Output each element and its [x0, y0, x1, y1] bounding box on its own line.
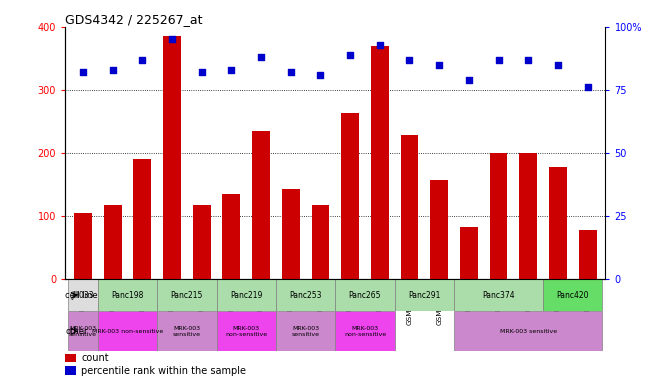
Point — [374, 41, 385, 48]
Bar — [335, 311, 395, 351]
Bar — [460, 227, 478, 279]
Text: count: count — [81, 353, 109, 363]
Bar — [68, 311, 98, 351]
Text: cell line: cell line — [65, 291, 98, 300]
Bar — [163, 36, 181, 279]
Point — [77, 69, 88, 75]
Bar — [193, 205, 210, 279]
Point — [493, 56, 504, 63]
Point — [286, 69, 296, 75]
Point — [434, 62, 445, 68]
Text: Panc374: Panc374 — [482, 291, 515, 300]
Point — [256, 54, 266, 60]
Bar — [74, 213, 92, 279]
Bar — [341, 113, 359, 279]
Text: MRK-003
non-sensitive: MRK-003 non-sensitive — [344, 326, 386, 337]
Text: Panc420: Panc420 — [557, 291, 589, 300]
Bar — [490, 153, 508, 279]
Bar — [282, 189, 299, 279]
Bar — [65, 366, 76, 375]
Text: JH033: JH033 — [72, 291, 94, 300]
Point — [167, 36, 177, 43]
Bar — [579, 230, 596, 279]
Bar — [276, 279, 335, 311]
Bar — [217, 279, 276, 311]
Bar — [312, 205, 329, 279]
Point — [583, 84, 593, 91]
Text: Panc253: Panc253 — [289, 291, 322, 300]
Point — [107, 67, 118, 73]
Text: MRK-003
sensitive: MRK-003 sensitive — [69, 326, 97, 337]
Bar — [133, 159, 151, 279]
Bar — [430, 180, 448, 279]
Bar — [400, 135, 419, 279]
Bar — [217, 311, 276, 351]
Bar — [549, 167, 567, 279]
Text: MRK-003 non-sensitive: MRK-003 non-sensitive — [92, 329, 163, 334]
Point — [553, 62, 563, 68]
Bar — [104, 205, 122, 279]
Point — [523, 56, 533, 63]
Bar — [371, 46, 389, 279]
Text: Panc265: Panc265 — [349, 291, 381, 300]
Text: MRK-003 sensitive: MRK-003 sensitive — [500, 329, 557, 334]
Bar — [395, 279, 454, 311]
Text: Panc291: Panc291 — [408, 291, 441, 300]
Point — [315, 72, 326, 78]
Point — [404, 56, 415, 63]
Bar — [98, 279, 157, 311]
Bar — [68, 279, 98, 311]
Bar — [519, 153, 537, 279]
Bar — [335, 279, 395, 311]
Bar — [454, 279, 543, 311]
Point — [464, 77, 474, 83]
Text: Panc215: Panc215 — [171, 291, 203, 300]
Point — [345, 51, 355, 58]
Point — [226, 67, 236, 73]
Bar — [157, 311, 217, 351]
Text: percentile rank within the sample: percentile rank within the sample — [81, 366, 246, 376]
Text: GDS4342 / 225267_at: GDS4342 / 225267_at — [65, 13, 202, 26]
Bar — [252, 131, 270, 279]
Text: other: other — [65, 327, 88, 336]
Bar — [157, 279, 217, 311]
Bar — [65, 354, 76, 362]
Point — [197, 69, 207, 75]
Bar — [454, 311, 602, 351]
Text: MRK-003
sensitive: MRK-003 sensitive — [292, 326, 320, 337]
Text: MRK-003
non-sensitive: MRK-003 non-sensitive — [225, 326, 268, 337]
Text: MRK-003
sensitive: MRK-003 sensitive — [173, 326, 201, 337]
Bar — [543, 279, 602, 311]
Bar — [98, 311, 157, 351]
Point — [137, 56, 148, 63]
Bar — [276, 311, 335, 351]
Text: Panc219: Panc219 — [230, 291, 262, 300]
Text: Panc198: Panc198 — [111, 291, 144, 300]
Bar — [223, 194, 240, 279]
